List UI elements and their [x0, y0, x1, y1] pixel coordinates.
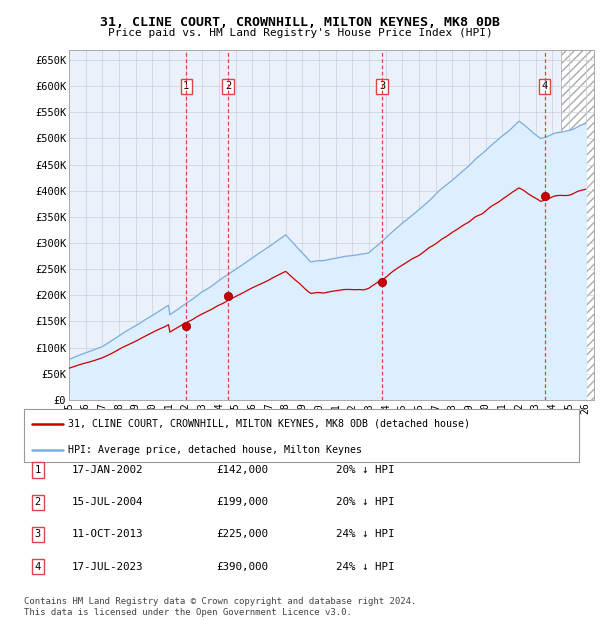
Text: 1: 1 [183, 81, 190, 91]
Text: 4: 4 [35, 562, 41, 572]
Text: 15-JUL-2004: 15-JUL-2004 [72, 497, 143, 507]
Text: 17-JUL-2023: 17-JUL-2023 [72, 562, 143, 572]
Text: £390,000: £390,000 [216, 562, 268, 572]
Text: 24% ↓ HPI: 24% ↓ HPI [336, 529, 395, 539]
Text: 31, CLINE COURT, CROWNHILL, MILTON KEYNES, MK8 0DB (detached house): 31, CLINE COURT, CROWNHILL, MILTON KEYNE… [68, 419, 470, 429]
Text: £199,000: £199,000 [216, 497, 268, 507]
Text: HPI: Average price, detached house, Milton Keynes: HPI: Average price, detached house, Milt… [68, 445, 362, 455]
Text: 20% ↓ HPI: 20% ↓ HPI [336, 497, 395, 507]
Text: 31, CLINE COURT, CROWNHILL, MILTON KEYNES, MK8 0DB: 31, CLINE COURT, CROWNHILL, MILTON KEYNE… [100, 16, 500, 29]
Text: 1: 1 [35, 465, 41, 475]
Text: Price paid vs. HM Land Registry's House Price Index (HPI): Price paid vs. HM Land Registry's House … [107, 28, 493, 38]
Text: 2: 2 [35, 497, 41, 507]
Text: 24% ↓ HPI: 24% ↓ HPI [336, 562, 395, 572]
Text: 17-JAN-2002: 17-JAN-2002 [72, 465, 143, 475]
Text: 11-OCT-2013: 11-OCT-2013 [72, 529, 143, 539]
Bar [560, 50, 594, 400]
Text: 4: 4 [542, 81, 548, 91]
Text: £142,000: £142,000 [216, 465, 268, 475]
Text: 3: 3 [35, 529, 41, 539]
Text: £225,000: £225,000 [216, 529, 268, 539]
Text: 3: 3 [379, 81, 385, 91]
Text: Contains HM Land Registry data © Crown copyright and database right 2024.
This d: Contains HM Land Registry data © Crown c… [24, 598, 416, 617]
Text: 20% ↓ HPI: 20% ↓ HPI [336, 465, 395, 475]
Text: 2: 2 [225, 81, 231, 91]
